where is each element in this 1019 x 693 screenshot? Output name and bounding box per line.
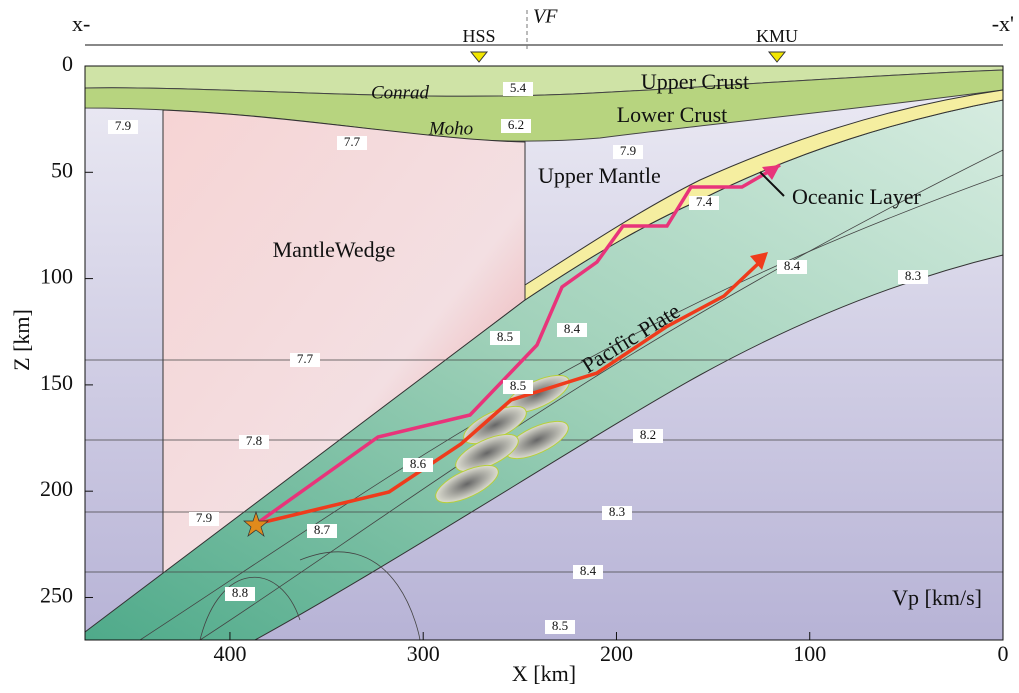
x-tick-label: 300 <box>407 641 440 666</box>
figure: x- -x' HSS KMU VF X [km] Z [km] Upper Cr… <box>0 0 1019 693</box>
region-label: MantleWedge <box>273 237 396 262</box>
y-axis-label: Z [km] <box>9 309 34 371</box>
y-tick-label: 250 <box>40 583 73 608</box>
x-tick-label: 400 <box>213 641 246 666</box>
velocity-label: 7.8 <box>246 433 262 448</box>
left-label: x- <box>72 11 90 36</box>
y-tick-label: 50 <box>51 157 73 182</box>
right-label: -x' <box>992 11 1014 36</box>
velocity-label: 8.6 <box>410 456 427 471</box>
velocity-label: 8.4 <box>580 563 597 578</box>
y-tick-label: 100 <box>40 264 73 289</box>
velocity-label: 8.3 <box>905 268 921 283</box>
velocity-label: 7.7 <box>344 134 361 149</box>
velocity-label: 8.5 <box>497 329 513 344</box>
velocity-label: 8.2 <box>640 427 656 442</box>
region-label: Upper Crust <box>641 69 749 94</box>
y-tick-label: 0 <box>62 51 73 76</box>
fault-label: VF <box>533 6 558 28</box>
region-label: Moho <box>428 118 473 139</box>
velocity-label: 6.2 <box>508 117 524 132</box>
velocity-label: 7.9 <box>196 510 212 525</box>
velocity-label: 7.4 <box>696 194 713 209</box>
y-tick-label: 150 <box>40 370 73 395</box>
velocity-label: 8.4 <box>784 258 801 273</box>
x-tick-label: 100 <box>793 641 826 666</box>
velocity-label: 7.9 <box>620 143 636 158</box>
station-label: HSS <box>462 26 495 46</box>
velocity-label: 7.7 <box>297 351 314 366</box>
region-label: Vp [km/s] <box>892 585 982 610</box>
velocity-label: 8.8 <box>232 585 248 600</box>
station-marker <box>769 52 785 62</box>
velocity-label: 5.4 <box>510 80 527 95</box>
station-marker <box>471 52 487 62</box>
region-label: Conrad <box>371 82 430 103</box>
region-label: Lower Crust <box>617 102 728 127</box>
region-label: Oceanic Layer <box>792 184 922 209</box>
x-tick-label: 0 <box>998 641 1009 666</box>
velocity-label: 7.9 <box>115 118 131 133</box>
station-label: KMU <box>756 26 798 46</box>
velocity-label: 8.5 <box>510 378 526 393</box>
velocity-label: 8.3 <box>609 504 625 519</box>
x-axis-label: X [km] <box>512 661 576 686</box>
region-label: Upper Mantle <box>538 163 661 188</box>
velocity-label: 8.5 <box>552 618 568 633</box>
x-tick-label: 200 <box>600 641 633 666</box>
velocity-label: 8.7 <box>314 522 331 537</box>
velocity-label: 8.4 <box>564 321 581 336</box>
y-tick-label: 200 <box>40 476 73 501</box>
